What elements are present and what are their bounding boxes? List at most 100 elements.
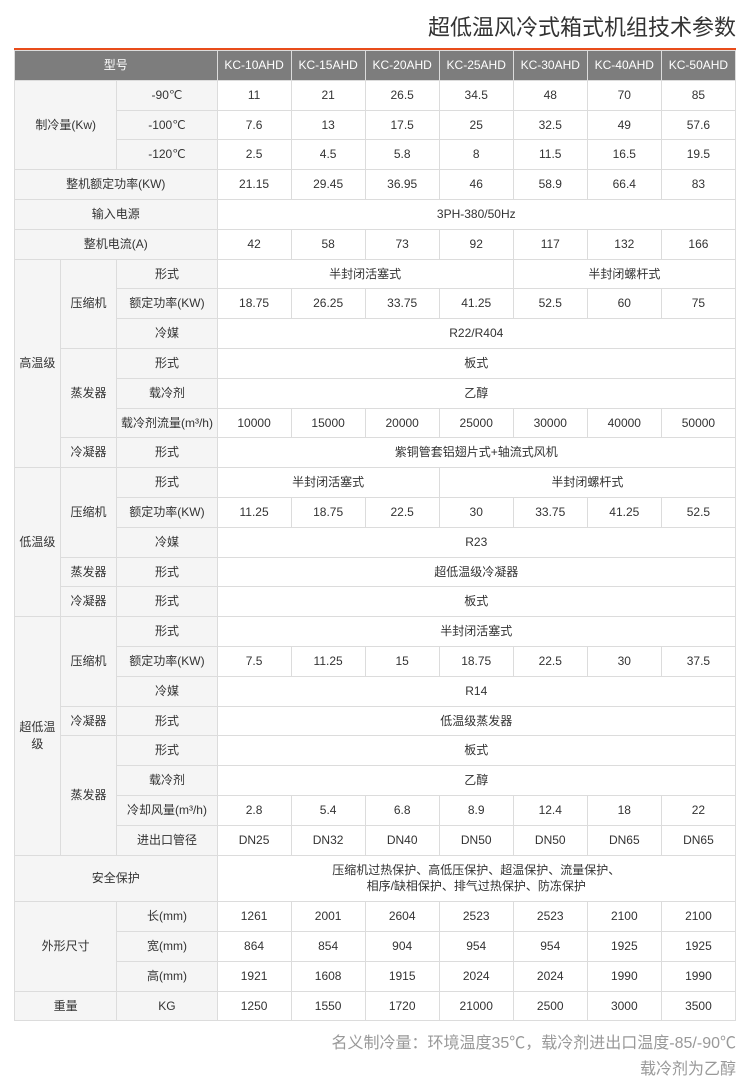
- table-row: -120℃ 2.54.55.8811.516.519.5: [15, 140, 736, 170]
- table-row: 宽(mm) 86485490495495419251925: [15, 931, 736, 961]
- cell: 超低温级冷凝器: [217, 557, 735, 587]
- cell: 11: [217, 80, 291, 110]
- footnote-line: 载冷剂为乙醇: [14, 1057, 736, 1083]
- cell: 13: [291, 110, 365, 140]
- table-row: 制冷量(Kw) -90℃ 112126.534.5487085: [15, 80, 736, 110]
- cell: 2523: [513, 902, 587, 932]
- table-row: 整机额定功率(KW) 21.1529.4536.954658.966.483: [15, 170, 736, 200]
- table-row: 高(mm) 1921160819152024202419901990: [15, 961, 736, 991]
- cell: 8.9: [439, 795, 513, 825]
- table-row: 进出口管径 DN25DN32DN40DN50DN50DN65DN65: [15, 825, 736, 855]
- cell: 32.5: [513, 110, 587, 140]
- cell: 1921: [217, 961, 291, 991]
- cell: 板式: [217, 348, 735, 378]
- cell: 6.8: [365, 795, 439, 825]
- cell: 乙醇: [217, 766, 735, 796]
- cell: 7.5: [217, 646, 291, 676]
- table-row: 低温级 压缩机 形式 半封闭活塞式 半封闭螺杆式: [15, 468, 736, 498]
- ul-comp-label: 压缩机: [60, 617, 117, 706]
- table-row: 冷凝器 形式 低温级蒸发器: [15, 706, 736, 736]
- power-in-value: 3PH-380/50Hz: [217, 199, 735, 229]
- cell: 18.75: [439, 646, 513, 676]
- cell: 18.75: [291, 497, 365, 527]
- cell: R23: [217, 527, 735, 557]
- cell: DN25: [217, 825, 291, 855]
- cell: 15000: [291, 408, 365, 438]
- cl-label: 载冷剂: [117, 766, 217, 796]
- table-row: 蒸发器 形式 板式: [15, 736, 736, 766]
- lo-comp-label: 压缩机: [60, 468, 117, 557]
- cell: 26.5: [365, 80, 439, 110]
- cell: 10000: [217, 408, 291, 438]
- table-row: 高温级 压缩机 形式 半封闭活塞式 半封闭螺杆式: [15, 259, 736, 289]
- cell: 12.4: [513, 795, 587, 825]
- safety-value: 压缩机过热保护、高低压保护、超温保护、流量保护、 相序/缺相保护、排气过热保护、…: [217, 855, 735, 902]
- cell: 37.5: [661, 646, 735, 676]
- cell: 3500: [661, 991, 735, 1021]
- cell: 18.75: [217, 289, 291, 319]
- table-row: 超低温级 压缩机 形式 半封闭活塞式: [15, 617, 736, 647]
- cell: 1990: [661, 961, 735, 991]
- cell: 低温级蒸发器: [217, 706, 735, 736]
- cell: 板式: [217, 736, 735, 766]
- cell: 33.75: [513, 497, 587, 527]
- footnote: 名义制冷量：环境温度35℃，载冷剂进出口温度-85/-90℃ 载冷剂为乙醇: [14, 1031, 736, 1082]
- cell: 半封闭活塞式: [217, 259, 513, 289]
- cell: 半封闭活塞式: [217, 468, 439, 498]
- cell: 18: [587, 795, 661, 825]
- form-label: 形式: [117, 587, 217, 617]
- power-in-label: 输入电源: [15, 199, 218, 229]
- dim-w-label: 宽(mm): [117, 931, 217, 961]
- current-label: 整机电流(A): [15, 229, 218, 259]
- cell: 2100: [587, 902, 661, 932]
- cell: 半封闭活塞式: [217, 617, 735, 647]
- cell: 21.15: [217, 170, 291, 200]
- safety-label: 安全保护: [15, 855, 218, 902]
- table-row: 外形尺寸 长(mm) 1261200126042523252321002100: [15, 902, 736, 932]
- cell: 16.5: [587, 140, 661, 170]
- cell: 21000: [439, 991, 513, 1021]
- cell: 乙醇: [217, 378, 735, 408]
- lo-evap-label: 蒸发器: [60, 557, 117, 587]
- form-label: 形式: [117, 706, 217, 736]
- cell: 22.5: [513, 646, 587, 676]
- ref-label: 冷媒: [117, 527, 217, 557]
- cell: 2.8: [217, 795, 291, 825]
- cell: 46: [439, 170, 513, 200]
- dim-label: 外形尺寸: [15, 902, 117, 991]
- cell: 50000: [661, 408, 735, 438]
- cell: 1608: [291, 961, 365, 991]
- cell: 1915: [365, 961, 439, 991]
- form-label: 形式: [117, 617, 217, 647]
- cell: 66.4: [587, 170, 661, 200]
- table-row: 冷媒 R14: [15, 676, 736, 706]
- table-row: 蒸发器 形式 板式: [15, 348, 736, 378]
- hi-cond-label: 冷凝器: [60, 438, 117, 468]
- ref-label: 冷媒: [117, 676, 217, 706]
- model-header: 型号: [15, 51, 218, 81]
- pwr-label: 额定功率(KW): [117, 289, 217, 319]
- model-col: KC-40AHD: [587, 51, 661, 81]
- table-row: 额定功率(KW) 18.7526.2533.7541.2552.56075: [15, 289, 736, 319]
- cell: 57.6: [661, 110, 735, 140]
- cell: 92: [439, 229, 513, 259]
- cell: 117: [513, 229, 587, 259]
- form-label: 形式: [117, 259, 217, 289]
- cell: 85: [661, 80, 735, 110]
- footnote-line: 名义制冷量：环境温度35℃，载冷剂进出口温度-85/-90℃: [14, 1031, 736, 1057]
- cell: 2604: [365, 902, 439, 932]
- cell: 30: [439, 497, 513, 527]
- pwr-label: 额定功率(KW): [117, 497, 217, 527]
- cell: 22: [661, 795, 735, 825]
- cell: 3000: [587, 991, 661, 1021]
- cell: 2024: [513, 961, 587, 991]
- cell: 60: [587, 289, 661, 319]
- cell: DN50: [439, 825, 513, 855]
- cell: 25000: [439, 408, 513, 438]
- cell: 1550: [291, 991, 365, 1021]
- dim-h-label: 高(mm): [117, 961, 217, 991]
- dim-l-label: 长(mm): [117, 902, 217, 932]
- table-row: 重量 KG 12501550172021000250030003500: [15, 991, 736, 1021]
- cell: 954: [513, 931, 587, 961]
- cell: 73: [365, 229, 439, 259]
